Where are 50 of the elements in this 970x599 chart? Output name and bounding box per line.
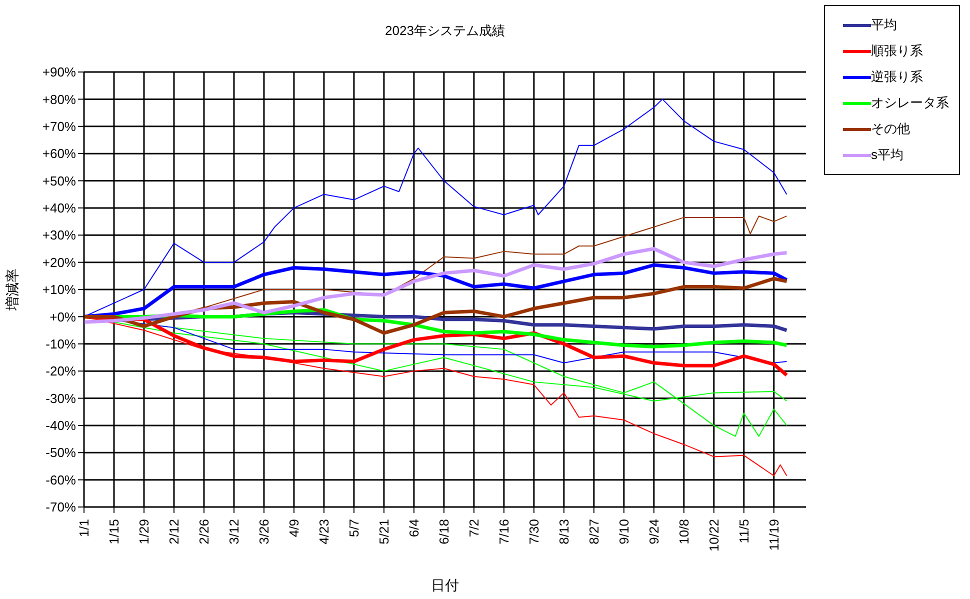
x-tick-label: 2/26 — [196, 519, 212, 544]
y-tick-label: -30% — [46, 390, 76, 406]
x-tick-label: 7/30 — [526, 519, 542, 544]
chart-title: 2023年システム成績 — [384, 22, 506, 40]
y-tick-label: +50% — [42, 173, 76, 188]
y-tick-label: +60% — [42, 146, 76, 162]
y-tick-label: +10% — [42, 282, 76, 298]
legend-label: 順張り系 — [871, 42, 923, 60]
x-tick-label: 5/7 — [346, 519, 362, 538]
y-tick-label: -10% — [46, 336, 76, 352]
x-tick-label: 9/10 — [616, 519, 632, 544]
x-tick-label: 7/16 — [496, 519, 512, 544]
legend-label: 逆張り系 — [871, 68, 923, 86]
x-tick-label: 3/26 — [256, 519, 272, 544]
x-tick-label: 1/15 — [106, 519, 122, 544]
legend-label: s平均 — [871, 146, 904, 164]
y-tick-label: -70% — [46, 500, 76, 515]
x-tick-label: 8/27 — [586, 519, 602, 544]
y-tick-label: +90% — [42, 64, 76, 80]
x-axis-title: 日付 — [431, 577, 459, 593]
y-tick-label: -50% — [46, 445, 76, 460]
y-tick-label: +80% — [42, 92, 76, 107]
y-tick-label: -60% — [46, 472, 76, 488]
x-tick-label: 9/24 — [646, 519, 662, 544]
legend-label: 平均 — [871, 16, 897, 34]
legend-label: オシレータ系 — [871, 94, 949, 112]
y-tick-label: +20% — [42, 254, 76, 270]
y-tick-label: +30% — [42, 228, 76, 243]
x-tick-label: 6/4 — [406, 519, 422, 538]
x-tick-label: 10/22 — [706, 519, 722, 552]
y-axis-title: 増減率 — [4, 268, 20, 312]
x-tick-label: 10/8 — [676, 519, 692, 544]
x-tick-label: 3/12 — [226, 519, 242, 544]
legend-label: その他 — [871, 120, 910, 138]
x-tick-label: 4/9 — [286, 519, 302, 538]
x-tick-label: 6/18 — [436, 519, 452, 544]
x-tick-label: 4/23 — [316, 519, 332, 544]
y-tick-label: +0% — [50, 309, 76, 324]
x-tick-label: 8/13 — [556, 519, 572, 544]
x-tick-label: 11/5 — [736, 519, 752, 544]
x-tick-label: 2/12 — [166, 519, 182, 544]
y-tick-label: +70% — [42, 118, 76, 134]
x-tick-label: 5/21 — [376, 519, 392, 544]
y-tick-label: +40% — [42, 200, 76, 216]
y-tick-label: -40% — [46, 418, 76, 434]
x-tick-label: 7/2 — [466, 519, 482, 538]
x-tick-label: 1/1 — [76, 519, 92, 538]
y-tick-label: -20% — [46, 364, 76, 379]
x-tick-label: 11/19 — [766, 519, 782, 551]
x-tick-label: 1/29 — [136, 519, 152, 544]
